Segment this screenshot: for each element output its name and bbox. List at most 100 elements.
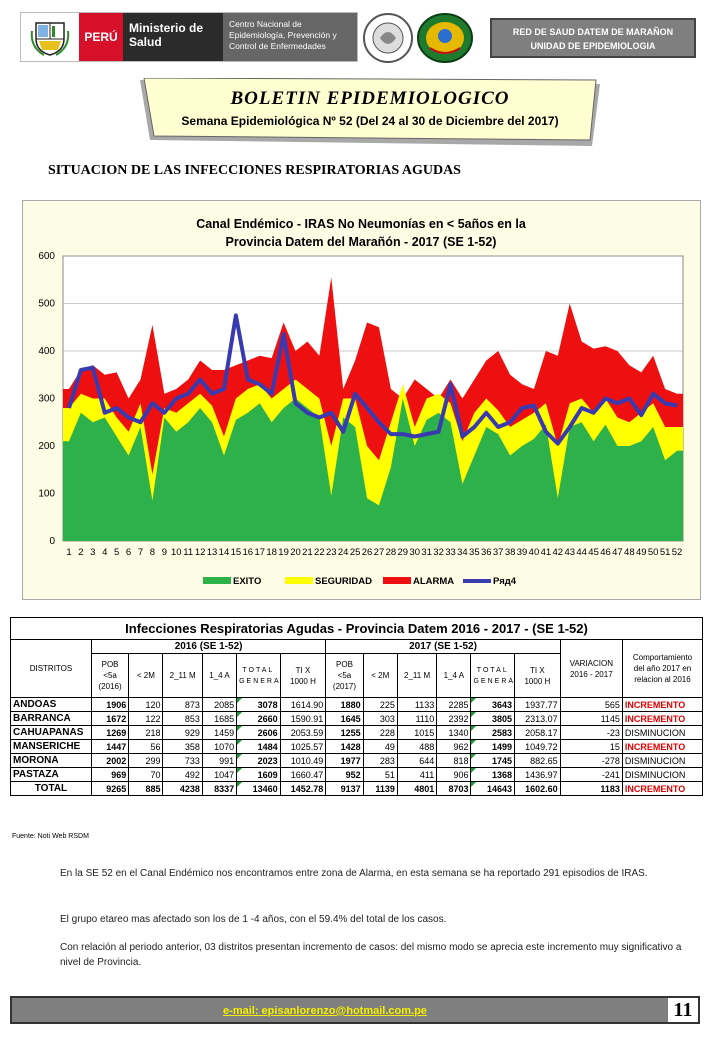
- status-cell: DISMINUCION: [621, 753, 704, 768]
- x-tick-label: 8: [150, 547, 155, 558]
- cell-x16: 1660.47: [279, 767, 327, 782]
- cell-v: 1183: [559, 781, 623, 796]
- datem-seal-icon: [416, 12, 474, 64]
- col-lt2m-2016: < 2M: [128, 653, 164, 698]
- cell-p16: 1906: [90, 697, 130, 712]
- x-tick-label: 14: [219, 547, 230, 558]
- x-tick-label: 36: [481, 547, 492, 558]
- district-name: TOTAL: [10, 781, 92, 796]
- cell-p17: 952: [325, 767, 364, 782]
- cell-p17: 1428: [325, 739, 364, 754]
- cell-x17: 1602.60: [514, 781, 561, 796]
- x-tick-label: 3: [90, 547, 95, 558]
- status-cell: INCREMENTO: [621, 739, 704, 754]
- legend-label: SEGURIDAD: [315, 576, 372, 587]
- x-tick-label: 48: [624, 547, 635, 558]
- endemic-channel-chart: Canal Endémico - IRAS No Neumonías en < …: [22, 200, 701, 600]
- col-comp-l2: del año 2017 en: [633, 664, 692, 673]
- x-tick-label: 41: [541, 547, 552, 558]
- cell-p17: 1977: [325, 753, 364, 768]
- x-tick-label: 45: [588, 547, 599, 558]
- cell-v: -278: [559, 753, 623, 768]
- cell-c16: 1047: [201, 767, 238, 782]
- cell-c17: 1340: [436, 725, 472, 740]
- x-tick-label: 39: [517, 547, 528, 558]
- col-comp-l3: relacion al 2016: [634, 675, 691, 684]
- cell-p16: 1672: [90, 711, 130, 726]
- x-tick-label: 33: [445, 547, 456, 558]
- legend-label: ALARMA: [413, 576, 454, 587]
- table-row: ANDOAS 1906 120 873 2085 3078 1614.90 1880 225 11…: [10, 697, 704, 712]
- cell-c17: 2392: [436, 711, 472, 726]
- peru-label: PERÚ: [79, 13, 123, 61]
- col-2-11m-2017: 2_11 M: [396, 653, 438, 698]
- section-title: SITUACION DE LAS INFECCIONES RESPIRATORI…: [48, 163, 461, 178]
- total-2017-l1: TOTAL: [476, 666, 509, 674]
- cell-c17: 962: [436, 739, 472, 754]
- cell-x17: 1937.77: [514, 697, 561, 712]
- col-total-2017: TOTAL GENERAL: [470, 653, 516, 698]
- total-2016-l1: TOTAL: [242, 666, 275, 674]
- cell-b16: 873: [162, 697, 203, 712]
- district-name: CAHUAPANAS: [10, 725, 92, 740]
- col-total-2016: TOTAL GENERAL: [236, 653, 281, 698]
- pob-2017-l3: (2017): [332, 682, 357, 691]
- x-tick-label: 10: [171, 547, 182, 558]
- y-tick-label: 600: [38, 251, 55, 262]
- paragraph-2: El grupo etareo mas afectado son los de …: [60, 914, 447, 925]
- cell-b16: 733: [162, 753, 203, 768]
- col-comp-l1: Comportamiento: [632, 653, 693, 662]
- tix-2017-l1: TI X: [530, 665, 545, 675]
- y-tick-label: 300: [38, 394, 55, 405]
- col-lt2m-2017: < 2M: [362, 653, 398, 698]
- pob-2017-l2: <5a: [337, 671, 352, 680]
- cell-c17: 818: [436, 753, 472, 768]
- col-tix-2017: TI X 1000 H: [514, 653, 561, 698]
- paragraph-1: En la SE 52 en el Canal Endémico nos enc…: [60, 868, 648, 879]
- cell-p17: 9137: [325, 781, 364, 796]
- x-tick-label: 42: [553, 547, 564, 558]
- x-tick-label: 28: [386, 547, 397, 558]
- cell-t17: 2583: [470, 725, 516, 740]
- tix-2016-l1: TI X: [295, 665, 311, 675]
- cell-b16: 492: [162, 767, 203, 782]
- cell-b17: 644: [396, 753, 438, 768]
- col-tix-2016: TI X 1000 H: [279, 653, 327, 698]
- legend-swatch: [383, 577, 411, 584]
- x-tick-label: 43: [564, 547, 575, 558]
- y-tick-label: 500: [38, 299, 55, 310]
- pob-2016-l2: <5a: [103, 671, 117, 680]
- cell-a17: 303: [362, 711, 398, 726]
- x-tick-label: 34: [457, 547, 468, 558]
- y-tick-label: 100: [38, 489, 55, 500]
- cell-t16: 1484: [236, 739, 281, 754]
- footer-email-link[interactable]: e-mail: episanlorenzo@hotmail.com.pe: [223, 1005, 427, 1017]
- cell-v: 565: [559, 697, 623, 712]
- status-cell: INCREMENTO: [621, 711, 704, 726]
- x-tick-label: 1: [66, 547, 71, 558]
- x-tick-label: 47: [612, 547, 623, 558]
- cell-p16: 1447: [90, 739, 130, 754]
- paragraph-3: Con relación al periodo anterior, 03 dis…: [60, 942, 682, 968]
- chart-legend: EXITO SEGURIDAD ALARMA Ряд4: [203, 576, 517, 587]
- legend-label: Ряд4: [493, 576, 517, 587]
- total-2017-l2: GENERAL: [473, 677, 515, 685]
- x-tick-label: 7: [138, 547, 143, 558]
- cell-x16: 1614.90: [279, 697, 327, 712]
- cell-x16: 1590.91: [279, 711, 327, 726]
- cell-p16: 1269: [90, 725, 130, 740]
- cell-t17: 3805: [470, 711, 516, 726]
- x-tick-label: 46: [600, 547, 611, 558]
- total-2016-l2: GENERAL: [239, 677, 281, 685]
- x-tick-label: 20: [290, 547, 301, 558]
- x-tick-label: 50: [648, 547, 659, 558]
- cell-x17: 2058.17: [514, 725, 561, 740]
- cell-x17: 1049.72: [514, 739, 561, 754]
- cell-b16: 929: [162, 725, 203, 740]
- cell-c16: 1685: [201, 711, 238, 726]
- pob-2016-l3: (2016): [98, 682, 122, 691]
- cell-t17: 1499: [470, 739, 516, 754]
- cell-x16: 1452.78: [279, 781, 327, 796]
- col-1-4a-2016: 1_4 A: [201, 653, 238, 698]
- district-name: MORONA: [10, 753, 92, 768]
